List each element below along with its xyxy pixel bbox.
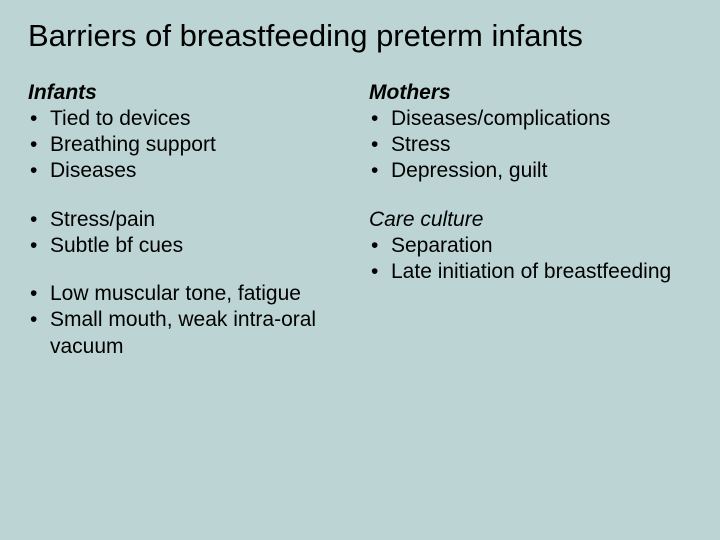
left-column: Infants Tied to devices Breathing suppor… <box>28 80 351 382</box>
care-culture-heading: Care culture <box>369 207 692 233</box>
list-item: Tied to devices <box>28 106 351 132</box>
infants-group-2: Stress/pain Subtle bf cues <box>28 207 351 260</box>
list-item: Small mouth, weak intra-oral vacuum <box>28 307 351 360</box>
slide-title: Barriers of breastfeeding preterm infant… <box>28 18 692 54</box>
care-culture-list: Separation Late initiation of breastfeed… <box>369 233 692 286</box>
mothers-list: Diseases/complications Stress Depression… <box>369 106 692 185</box>
list-item: Diseases <box>28 158 351 184</box>
infants-group-1: Tied to devices Breathing support Diseas… <box>28 106 351 185</box>
list-item: Late initiation of breastfeeding <box>369 259 692 285</box>
list-item: Separation <box>369 233 692 259</box>
infants-heading: Infants <box>28 80 351 106</box>
right-column: Mothers Diseases/complications Stress De… <box>369 80 692 382</box>
list-item: Stress/pain <box>28 207 351 233</box>
list-item: Subtle bf cues <box>28 233 351 259</box>
mothers-heading: Mothers <box>369 80 692 106</box>
list-item: Stress <box>369 132 692 158</box>
list-item: Depression, guilt <box>369 158 692 184</box>
list-item: Low muscular tone, fatigue <box>28 281 351 307</box>
slide: Barriers of breastfeeding preterm infant… <box>0 0 720 540</box>
infants-group-3: Low muscular tone, fatigue Small mouth, … <box>28 281 351 360</box>
content-columns: Infants Tied to devices Breathing suppor… <box>28 80 692 382</box>
list-item: Diseases/complications <box>369 106 692 132</box>
list-item: Breathing support <box>28 132 351 158</box>
